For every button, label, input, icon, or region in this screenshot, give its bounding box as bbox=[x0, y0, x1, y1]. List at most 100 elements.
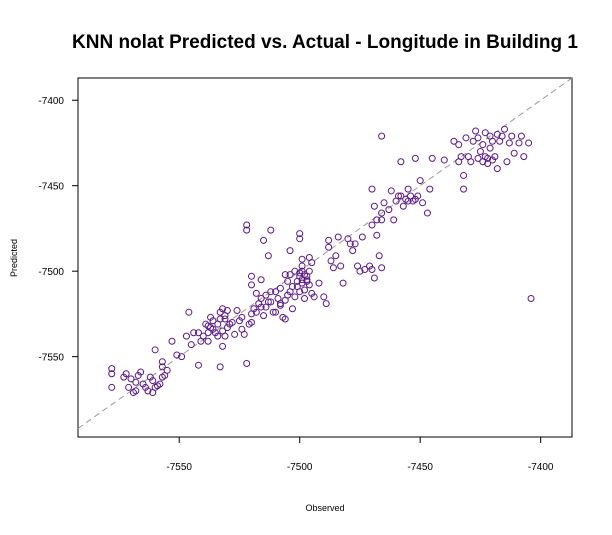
data-point bbox=[337, 262, 345, 270]
data-point bbox=[182, 332, 190, 340]
data-point bbox=[122, 370, 130, 378]
data-point bbox=[267, 298, 275, 306]
data-point bbox=[332, 252, 340, 260]
data-point bbox=[472, 127, 480, 135]
data-point bbox=[108, 383, 116, 391]
data-point bbox=[525, 139, 533, 147]
x-axis-label: Observed bbox=[305, 503, 344, 513]
data-point bbox=[329, 264, 337, 272]
data-point bbox=[272, 308, 280, 316]
data-point bbox=[291, 267, 299, 275]
data-point bbox=[491, 153, 499, 161]
x-tick-label: -7450 bbox=[407, 462, 433, 473]
data-point bbox=[423, 209, 431, 217]
data-point bbox=[305, 267, 313, 275]
data-point bbox=[194, 361, 202, 369]
data-point bbox=[252, 308, 260, 316]
data-point bbox=[240, 330, 248, 338]
data-point bbox=[488, 137, 496, 145]
data-point bbox=[284, 277, 292, 285]
data-point bbox=[390, 216, 398, 224]
data-point bbox=[498, 132, 506, 140]
y-axis: -7400 -7450 -7500 -7550 bbox=[38, 96, 78, 364]
data-point bbox=[149, 377, 157, 385]
data-point bbox=[351, 240, 359, 248]
data-point bbox=[158, 363, 166, 371]
data-point bbox=[260, 236, 268, 244]
data-point bbox=[397, 192, 405, 200]
data-point bbox=[286, 247, 294, 255]
data-point bbox=[460, 171, 468, 179]
data-point bbox=[156, 380, 164, 388]
data-point bbox=[272, 288, 280, 296]
data-point bbox=[322, 300, 330, 308]
data-point bbox=[440, 156, 448, 164]
data-point bbox=[486, 144, 494, 152]
data-point bbox=[108, 370, 116, 378]
data-point bbox=[286, 271, 294, 279]
data-point bbox=[373, 231, 381, 239]
data-point bbox=[517, 132, 525, 140]
data-point bbox=[269, 308, 277, 316]
data-point bbox=[209, 317, 217, 325]
data-point bbox=[264, 298, 272, 306]
data-point bbox=[221, 332, 229, 340]
data-point bbox=[387, 187, 395, 195]
y-axis-label: Predicted bbox=[9, 239, 19, 277]
data-point bbox=[450, 137, 458, 145]
data-point bbox=[493, 130, 501, 138]
data-point bbox=[457, 153, 465, 161]
data-point bbox=[298, 279, 306, 287]
data-point bbox=[484, 159, 492, 167]
data-point bbox=[334, 233, 342, 241]
data-point bbox=[288, 283, 296, 291]
data-point bbox=[370, 202, 378, 210]
data-point bbox=[137, 368, 145, 376]
data-point bbox=[505, 139, 513, 147]
data-point bbox=[349, 247, 357, 255]
data-point bbox=[231, 330, 239, 338]
data-point bbox=[264, 252, 272, 260]
x-tick-label: -7400 bbox=[528, 462, 554, 473]
data-point bbox=[238, 313, 246, 321]
data-point bbox=[510, 149, 518, 157]
data-point bbox=[298, 255, 306, 263]
data-point bbox=[414, 192, 422, 200]
data-point bbox=[219, 305, 227, 313]
data-point bbox=[151, 346, 159, 354]
x-axis: -7550 -7500 -7450 -7400 bbox=[166, 437, 554, 473]
data-point bbox=[370, 274, 378, 282]
data-point bbox=[252, 289, 260, 297]
data-point bbox=[373, 216, 381, 224]
data-point bbox=[281, 271, 289, 279]
data-point bbox=[327, 257, 335, 265]
data-point bbox=[127, 375, 135, 383]
data-point bbox=[216, 363, 224, 371]
data-point bbox=[426, 185, 434, 193]
data-point bbox=[132, 378, 140, 386]
data-point bbox=[346, 240, 354, 248]
data-point bbox=[223, 306, 231, 314]
data-point bbox=[419, 199, 427, 207]
data-point bbox=[320, 293, 328, 301]
data-points bbox=[108, 125, 535, 397]
y-tick-label: -7550 bbox=[38, 353, 64, 364]
data-point bbox=[298, 262, 306, 270]
data-point bbox=[187, 341, 195, 349]
data-point bbox=[248, 281, 256, 289]
data-point bbox=[276, 284, 284, 292]
reference-line bbox=[77, 77, 573, 429]
data-point bbox=[462, 134, 470, 142]
data-point bbox=[339, 279, 347, 287]
data-point bbox=[358, 233, 366, 241]
data-point bbox=[515, 139, 523, 147]
data-point bbox=[248, 272, 256, 280]
data-point bbox=[233, 306, 241, 314]
data-point bbox=[368, 221, 376, 229]
data-point bbox=[467, 158, 475, 166]
data-point bbox=[503, 158, 511, 166]
data-point bbox=[375, 252, 383, 260]
data-point bbox=[303, 277, 311, 285]
data-point bbox=[199, 332, 207, 340]
